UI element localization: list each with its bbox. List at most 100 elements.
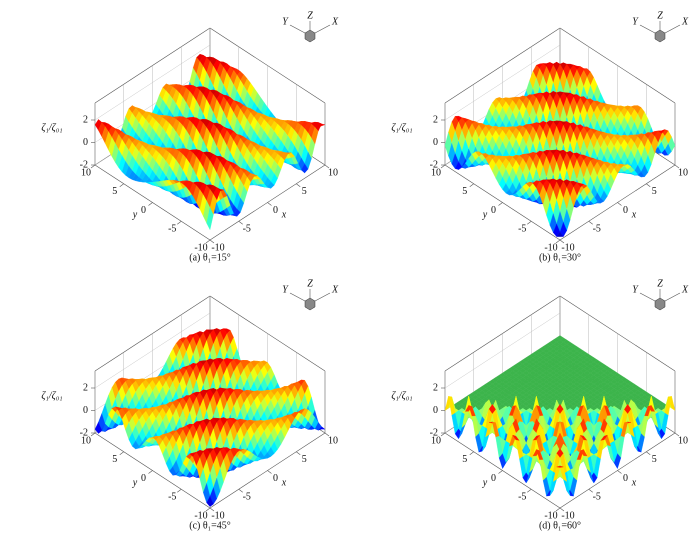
x-tick xyxy=(324,164,330,169)
triad-label: Z xyxy=(657,278,663,289)
x-tick-label: -5 xyxy=(243,492,251,503)
z-axis-label: ζ₁/ζ₀₁ xyxy=(391,390,412,401)
z-tick-label: 2 xyxy=(83,114,88,125)
y-tick xyxy=(177,489,182,493)
z-axis-label: ζ₁/ζ₀₁ xyxy=(391,122,412,133)
x-tick-label: 0 xyxy=(623,473,628,484)
x-tick-label: 0 xyxy=(273,473,278,484)
y-tick-label: 5 xyxy=(462,186,467,197)
y-tick xyxy=(469,183,474,187)
x-tick-label: -5 xyxy=(593,492,601,503)
x-axis-label: x xyxy=(281,209,287,220)
y-tick-label: 0 xyxy=(141,473,146,484)
y-tick xyxy=(469,451,474,455)
caption: (a) θ₁=15° xyxy=(189,252,231,263)
grid-line xyxy=(94,44,211,121)
x-axis-label: x xyxy=(631,209,637,220)
y-tick-label: 0 xyxy=(491,473,496,484)
z-axis-label: ζ₁/ζ₀₁ xyxy=(41,390,62,401)
triad-axis xyxy=(314,292,331,302)
triad-label: Y xyxy=(282,284,289,295)
y-tick-label: -5 xyxy=(168,492,176,503)
x-tick xyxy=(209,239,215,244)
y-tick xyxy=(205,239,211,244)
z-tick-label: 0 xyxy=(83,137,88,148)
triad-axis xyxy=(289,24,306,34)
x-tick-label: 10 xyxy=(328,435,338,446)
triad-axis xyxy=(639,24,656,34)
y-tick-label: -5 xyxy=(518,492,526,503)
x-tick-label: 5 xyxy=(302,186,307,197)
y-tick xyxy=(527,221,532,225)
triad-label: Z xyxy=(307,278,313,289)
triad-cube xyxy=(654,297,666,311)
triad-axis xyxy=(289,292,306,302)
triad-label: Y xyxy=(282,16,289,27)
x-tick xyxy=(267,470,272,474)
y-tick xyxy=(90,164,96,169)
y-axis-label: y xyxy=(132,477,138,488)
y-tick-label: 5 xyxy=(112,454,117,465)
x-tick xyxy=(617,470,622,474)
y-tick-label: 5 xyxy=(112,186,117,197)
z-tick-label: -2 xyxy=(80,159,88,170)
x-axis-label: x xyxy=(631,477,637,488)
x-tick-label: 5 xyxy=(652,186,657,197)
x-tick xyxy=(267,202,272,206)
triad-label: Y xyxy=(632,284,639,295)
y-tick xyxy=(177,221,182,225)
y-tick xyxy=(90,432,96,437)
triad-label: X xyxy=(681,284,689,295)
x-tick xyxy=(646,451,651,455)
x-tick-label: -5 xyxy=(593,224,601,235)
y-tick-label: 0 xyxy=(491,205,496,216)
x-tick-label: 10 xyxy=(328,167,338,178)
z-tick-label: 2 xyxy=(433,114,438,125)
surface xyxy=(94,328,326,507)
y-tick xyxy=(527,489,532,493)
x-axis-label: x xyxy=(281,477,287,488)
y-tick-label: -10 xyxy=(194,242,207,253)
y-axis-label: y xyxy=(132,209,138,220)
triad-label: X xyxy=(331,284,339,295)
z-tick-label: 2 xyxy=(433,382,438,393)
y-tick-label: 5 xyxy=(462,454,467,465)
triad-label: X xyxy=(331,16,339,27)
y-tick xyxy=(440,164,446,169)
y-tick xyxy=(440,432,446,437)
x-tick-label: 5 xyxy=(302,454,307,465)
y-axis-label: y xyxy=(482,209,488,220)
x-tick-label: 10 xyxy=(678,167,688,178)
triad-cube xyxy=(304,29,316,43)
triad-axis xyxy=(664,24,681,34)
z-tick-label: 2 xyxy=(83,382,88,393)
x-tick xyxy=(617,202,622,206)
triad-label: Z xyxy=(307,10,313,21)
x-tick-label: 5 xyxy=(652,454,657,465)
y-tick xyxy=(119,183,124,187)
z-axis-label: ζ₁/ζ₀₁ xyxy=(41,122,62,133)
surface xyxy=(444,61,676,237)
x-tick xyxy=(238,221,243,225)
y-tick xyxy=(148,202,153,206)
x-tick xyxy=(646,183,651,187)
triad-cube xyxy=(304,297,316,311)
z-tick-label: -2 xyxy=(430,159,438,170)
y-tick-label: -5 xyxy=(518,224,526,235)
y-tick xyxy=(498,202,503,206)
triad-cube xyxy=(654,29,666,43)
triad-axis xyxy=(639,292,656,302)
x-tick-label: -5 xyxy=(243,224,251,235)
x-tick xyxy=(296,183,301,187)
triad-axis xyxy=(664,292,681,302)
triad-label: Z xyxy=(657,10,663,21)
caption: (c) θ₁=45° xyxy=(189,520,231,531)
z-tick-label: 0 xyxy=(433,405,438,416)
x-tick-label: 0 xyxy=(273,205,278,216)
x-tick-label: 0 xyxy=(623,205,628,216)
y-tick-label: 0 xyxy=(141,205,146,216)
